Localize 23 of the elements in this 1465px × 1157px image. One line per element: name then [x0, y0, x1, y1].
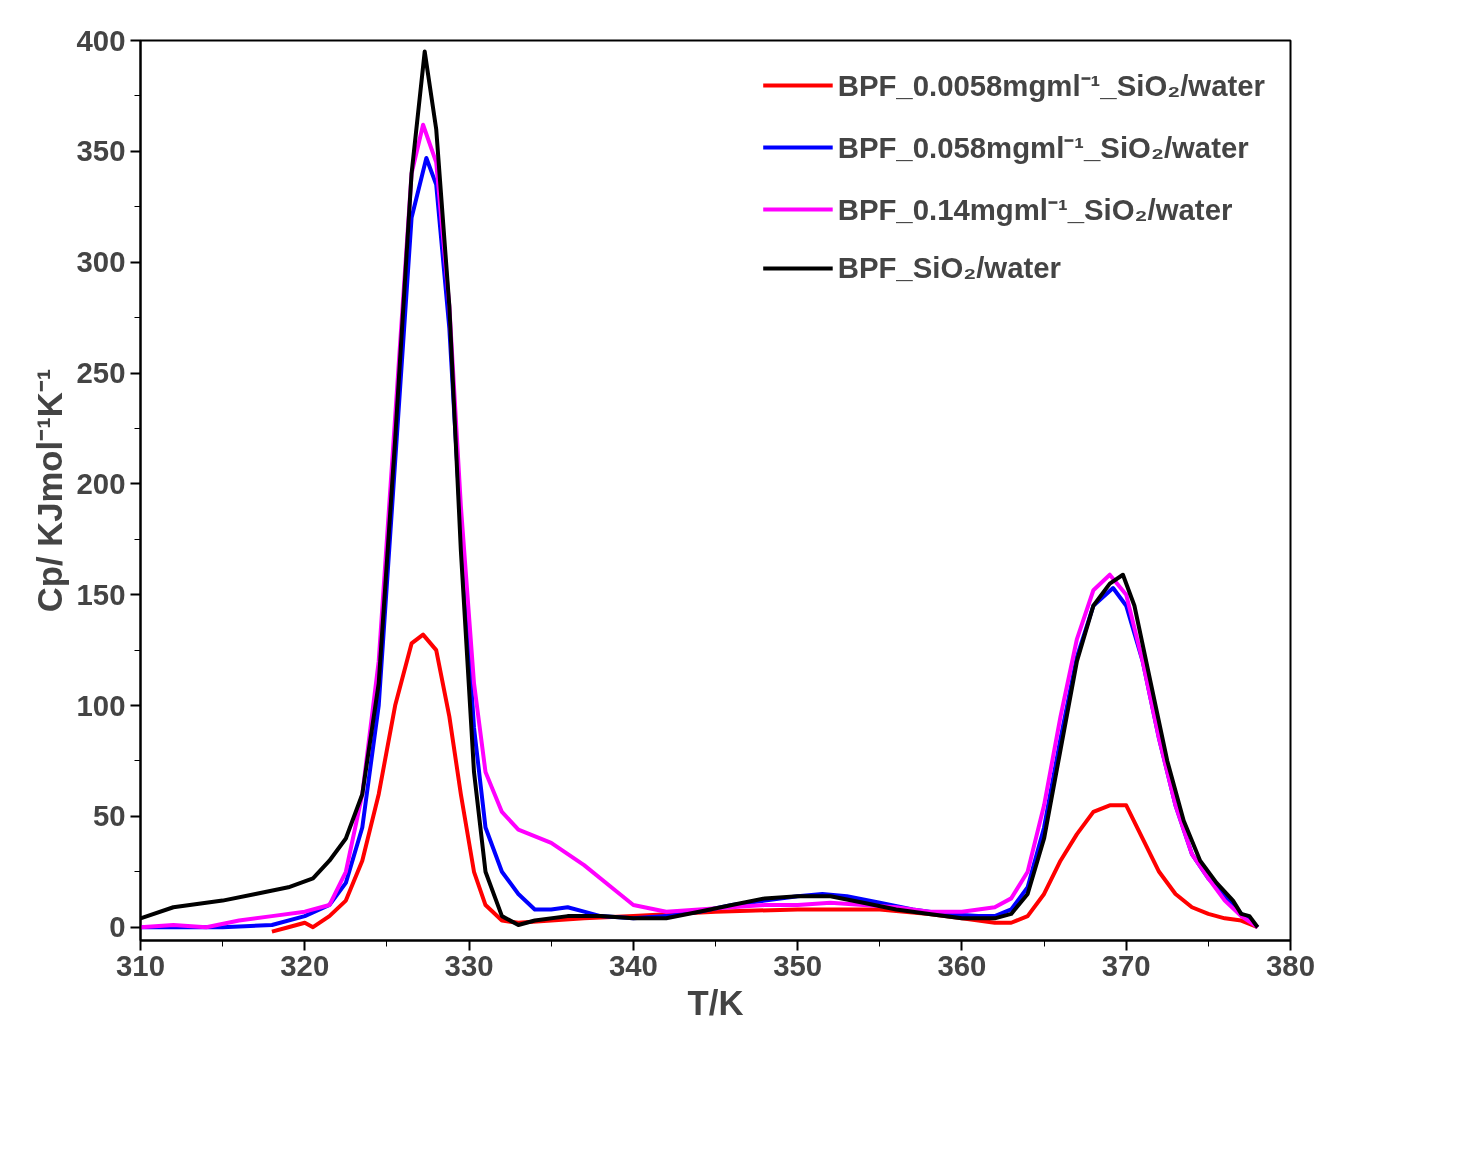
- x-tick-label: 310: [116, 948, 165, 982]
- y-tick-label: 400: [76, 23, 126, 57]
- y-tick-label: 200: [76, 466, 126, 500]
- y-tick-label: 50: [92, 799, 126, 833]
- y-tick-label: 100: [76, 688, 126, 722]
- x-axis-title: T/K: [687, 983, 744, 1022]
- y-tick-label: 350: [76, 134, 126, 168]
- y-tick-label: 0: [109, 910, 126, 944]
- legend-label: BPF_0.0058mgml⁻¹_SiO₂/water: [837, 68, 1265, 104]
- x-tick-label: 330: [444, 948, 494, 982]
- y-tick-label: 300: [76, 245, 126, 279]
- x-tick-label: 380: [1266, 948, 1315, 982]
- legend-label: BPF_SiO₂/water: [837, 251, 1061, 285]
- y-tick-label: 250: [76, 356, 126, 390]
- x-tick-label: 370: [1101, 948, 1151, 982]
- x-tick-label: 350: [773, 948, 823, 982]
- x-tick-label: 320: [280, 948, 330, 982]
- y-axis-title: Cp/ KJmol⁻¹K⁻¹: [30, 368, 69, 613]
- legend-label: BPF_0.14mgml⁻¹_SiO₂/water: [837, 192, 1233, 228]
- legend-label: BPF_0.058mgml⁻¹_SiO₂/water: [837, 130, 1249, 166]
- x-tick-label: 340: [608, 948, 658, 982]
- x-tick-label: 360: [937, 948, 987, 982]
- y-tick-label: 150: [76, 577, 126, 611]
